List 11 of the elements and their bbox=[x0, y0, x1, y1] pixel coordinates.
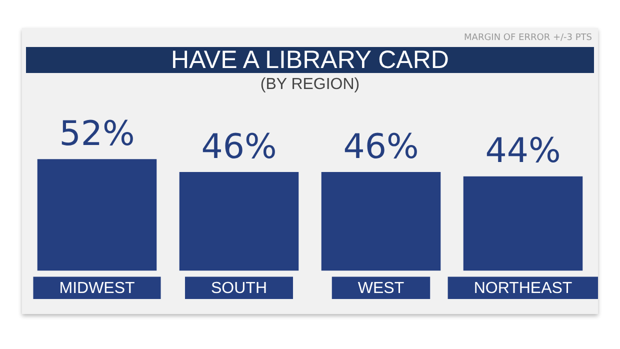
x-tick-label: NORTHEAST bbox=[474, 280, 572, 297]
x-tick-label: WEST bbox=[358, 280, 404, 297]
data-label: 46% bbox=[343, 126, 419, 167]
text: MARGIN OF ERROR +/-3 PTS bbox=[464, 33, 592, 43]
x-tick-label: MIDWEST bbox=[59, 280, 135, 297]
chart-subtitle: (BY REGION) bbox=[259, 76, 361, 94]
data-label: 44% bbox=[485, 131, 561, 172]
data-label: 46% bbox=[201, 126, 277, 167]
data-label: 52% bbox=[59, 114, 135, 154]
chart-title: HAVE A LIBRARY CARD bbox=[26, 46, 594, 74]
x-tick-label: SOUTH bbox=[211, 280, 267, 297]
